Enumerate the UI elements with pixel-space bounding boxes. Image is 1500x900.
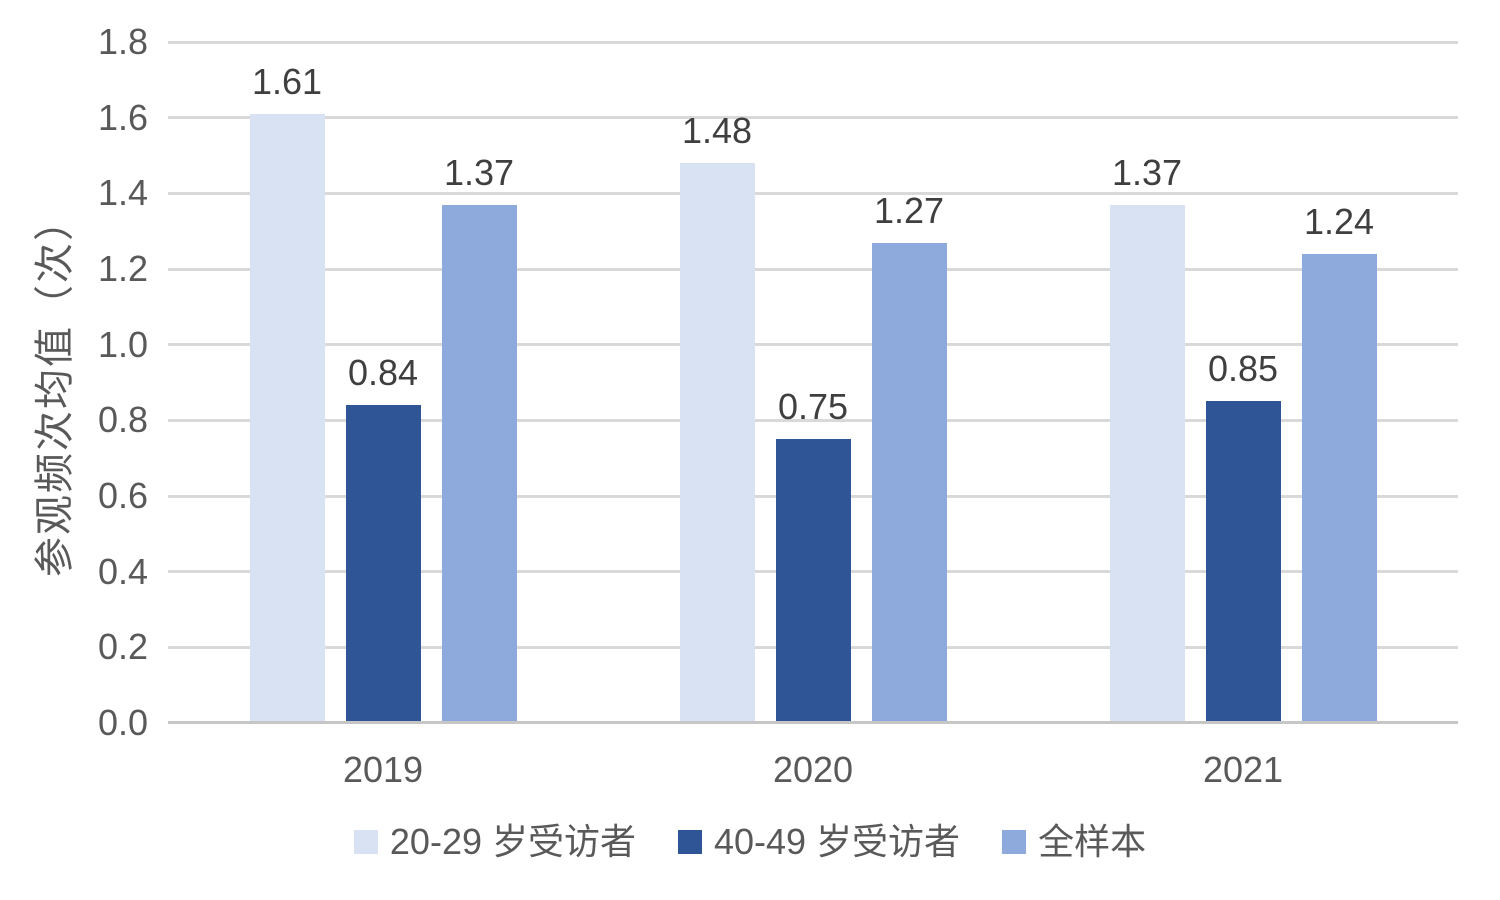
- y-tick-label: 1.2: [97, 248, 148, 289]
- gridline: [168, 343, 1458, 347]
- bar-2020-series-1: [775, 439, 851, 723]
- data-label: 0.84: [347, 352, 419, 394]
- gridline: [168, 40, 1458, 44]
- data-label: 1.24: [1303, 200, 1375, 242]
- legend-label: 全样本: [1038, 821, 1147, 862]
- bar-2019-series-2: [441, 204, 517, 723]
- gridline: [168, 116, 1458, 120]
- x-axis-line: [168, 721, 1458, 724]
- bar-2020-series-2: [871, 242, 947, 723]
- bar-2019-series-0: [249, 113, 325, 723]
- y-tick-label: 1.4: [97, 172, 148, 214]
- legend-swatch-icon: [353, 830, 378, 854]
- data-label: 1.37: [1111, 151, 1183, 193]
- data-label: 0.75: [777, 386, 849, 428]
- data-label: 1.37: [443, 151, 515, 193]
- bar-2021-series-1: [1205, 401, 1281, 723]
- bar-2021-series-2: [1301, 253, 1377, 723]
- legend-item-1: 40-49 岁受访者: [677, 821, 961, 862]
- y-tick-label: 0.2: [97, 626, 148, 668]
- data-label: 0.85: [1207, 348, 1279, 390]
- legend-label: 40-49 岁受访者: [713, 821, 961, 862]
- y-tick-label: 0.0: [97, 702, 148, 743]
- plot-area: 1.61 0.84 1.37 1.48 0.75 1.27 1.37 0.85 1.24: [168, 40, 1458, 724]
- legend-label: 20-29 岁受访者: [389, 821, 636, 862]
- bar-2019-series-1: [345, 405, 421, 723]
- y-tick-label: 0.8: [97, 399, 148, 441]
- y-tick-label: 1.6: [97, 96, 148, 138]
- bar-2020-series-0: [679, 163, 755, 723]
- data-label: 1.61: [251, 60, 323, 102]
- legend: 20-29 岁受访者 40-49 岁受访者 全样本: [0, 824, 1500, 860]
- x-category-label: 2019: [342, 749, 424, 790]
- y-tick-label: 1.8: [97, 21, 148, 62]
- y-tick-label: 0.4: [97, 550, 148, 592]
- data-label: 1.27: [873, 189, 945, 231]
- gridline: [168, 191, 1458, 195]
- bar-2021-series-0: [1109, 204, 1185, 723]
- x-category-label: 2021: [1202, 749, 1284, 790]
- legend-item-2: 全样本: [1002, 824, 1146, 860]
- y-tick-label: 1.0: [97, 323, 148, 365]
- gridline: [168, 418, 1458, 422]
- data-label: 1.48: [681, 110, 753, 152]
- legend-swatch-icon: [677, 830, 702, 854]
- legend-item-0: 20-29 岁受访者: [353, 821, 636, 862]
- y-tick-label: 0.6: [97, 475, 148, 516]
- gridline: [168, 267, 1458, 271]
- legend-swatch-icon: [1002, 830, 1027, 854]
- x-category-label: 2020: [772, 749, 854, 790]
